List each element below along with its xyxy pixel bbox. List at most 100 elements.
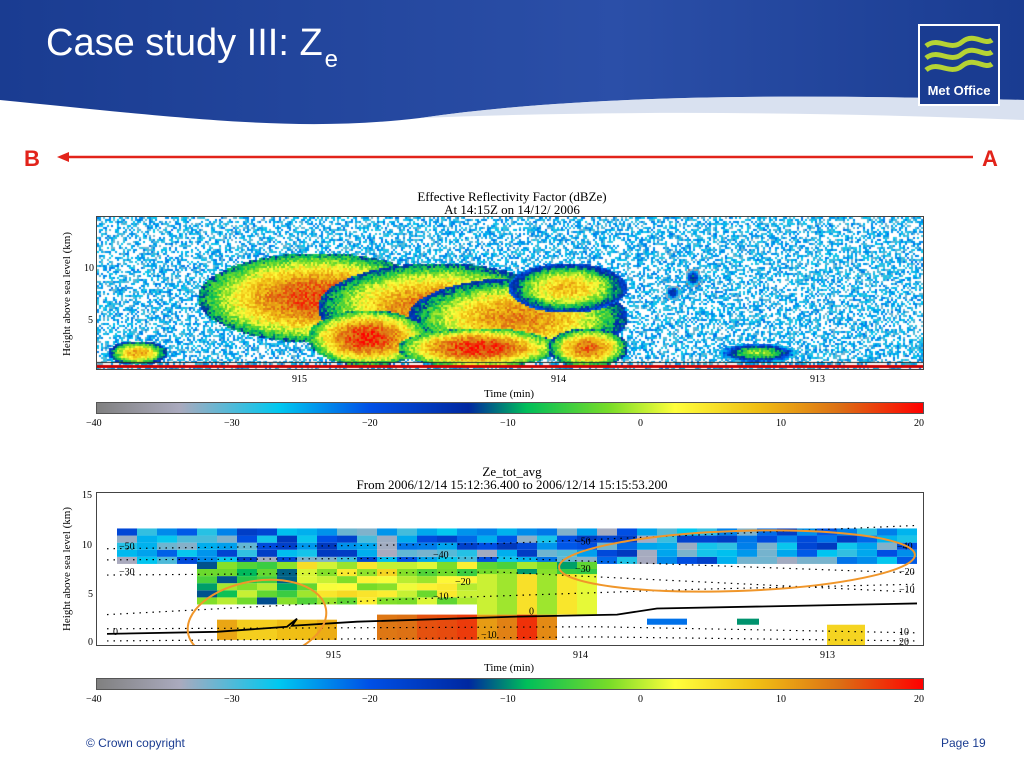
heatmap-cell <box>737 618 759 625</box>
heatmap-cell <box>297 556 317 564</box>
heatmap-cell <box>317 556 337 564</box>
heatmap-cell <box>177 535 197 543</box>
heatmap-cell <box>517 542 537 550</box>
heatmap-cell <box>357 542 377 550</box>
chart2-ylabel: Height above sea level (km) <box>61 507 73 632</box>
heatmap-cell <box>517 569 537 577</box>
heatmap-cell <box>357 561 377 569</box>
logo-text: Met Office <box>927 83 991 98</box>
heatmap-cell <box>477 569 497 577</box>
heatmap-cell <box>417 569 437 577</box>
highlight-ellipse <box>186 578 328 645</box>
chart2-subtitle: From 2006/12/14 15:12:36.400 to 2006/12/… <box>356 477 668 492</box>
heatmap-cell <box>837 549 857 557</box>
heatmap-cell <box>497 574 517 615</box>
heatmap-cell <box>457 583 477 591</box>
heatmap-cell <box>277 556 297 564</box>
heatmap-cell <box>817 549 837 557</box>
heatmap-cell <box>317 542 337 550</box>
heatmap-cell <box>177 542 197 550</box>
heatmap-cell <box>337 561 357 569</box>
heatmap-cell <box>697 535 717 543</box>
chart2-ytick-5: 5 <box>88 589 93 600</box>
heatmap-cell <box>397 542 417 550</box>
heatmap-cell <box>437 528 457 536</box>
contour-line <box>106 571 918 593</box>
heatmap-cell <box>437 561 457 569</box>
heatmap-cell <box>517 549 537 557</box>
heatmap-cell <box>377 583 397 591</box>
heatmap-cell <box>337 597 357 605</box>
heatmap-cell <box>277 576 297 584</box>
chart1-xlabel: Time (min) <box>484 388 535 400</box>
chart1-plot <box>96 216 924 370</box>
heatmap-cell <box>677 549 697 557</box>
marker-a: A <box>982 146 998 171</box>
contour-label: 0 <box>113 627 118 638</box>
heatmap-cell <box>657 535 677 543</box>
heatmap-cell <box>377 590 397 598</box>
contour-line <box>106 524 918 550</box>
heatmap-cell <box>477 561 497 569</box>
heatmap-cell <box>557 528 577 536</box>
heatmap-cell <box>797 528 817 536</box>
heatmap-cell <box>777 542 797 550</box>
heatmap-cell <box>517 561 537 569</box>
heatmap-cell <box>317 535 337 543</box>
heatmap-cell <box>197 590 217 598</box>
chart2-xtick-915: 915 <box>326 650 341 661</box>
heatmap-cell <box>317 549 337 557</box>
heatmap-cell <box>317 583 337 591</box>
heatmap-cell <box>897 528 917 536</box>
contour-label: −20 <box>455 577 471 588</box>
heatmap-cell <box>637 549 657 557</box>
colorbar-tick: −10 <box>500 418 516 429</box>
heatmap-cell <box>257 597 277 605</box>
heatmap-cell <box>457 556 477 564</box>
heatmap-cell <box>657 556 677 564</box>
chart1-colorbar <box>96 402 924 414</box>
heatmap-cell <box>517 556 537 564</box>
heatmap-cell <box>877 549 897 557</box>
heatmap-cell <box>477 542 497 550</box>
heatmap-cell <box>457 535 477 543</box>
chart1-xtick-915: 915 <box>292 374 307 385</box>
heatmap-cell <box>397 561 417 569</box>
heatmap-cell <box>797 535 817 543</box>
contour-label: −30 <box>119 567 135 578</box>
heatmap-cell <box>297 528 317 536</box>
heatmap-cell <box>437 576 457 584</box>
heatmap-cell <box>477 528 497 536</box>
heatmap-cell <box>537 614 557 640</box>
heatmap-cell <box>137 549 157 557</box>
heatmap-cell <box>497 535 517 543</box>
heatmap-cell <box>877 542 897 550</box>
heatmap-cell <box>717 542 737 550</box>
colorbar-tick: −40 <box>86 694 102 705</box>
heatmap-cell <box>437 535 457 543</box>
heatmap-cell <box>577 561 597 569</box>
heatmap-cell <box>537 574 557 615</box>
heatmap-cell <box>737 528 757 536</box>
heatmap-cell <box>437 569 457 577</box>
heatmap-cell <box>637 528 657 536</box>
chart2-ytick-0: 0 <box>88 637 93 648</box>
heatmap-cell <box>437 549 457 557</box>
heatmap-cell <box>217 597 237 605</box>
heatmap-cell <box>237 597 257 605</box>
heatmap-cell <box>137 542 157 550</box>
heatmap-cell <box>557 535 577 543</box>
heatmap-cell <box>417 556 437 564</box>
heatmap-cell <box>497 569 517 577</box>
heatmap-cell <box>337 590 357 598</box>
heatmap-cell <box>277 549 297 557</box>
heatmap-cell <box>157 549 177 557</box>
heatmap-cell <box>457 561 477 569</box>
heatmap-cell <box>257 528 277 536</box>
heatmap-cell <box>217 528 237 536</box>
heatmap-cell <box>737 549 757 557</box>
heatmap-cell <box>827 624 865 645</box>
heatmap-cell <box>597 556 617 564</box>
heatmap-cell <box>497 614 517 640</box>
